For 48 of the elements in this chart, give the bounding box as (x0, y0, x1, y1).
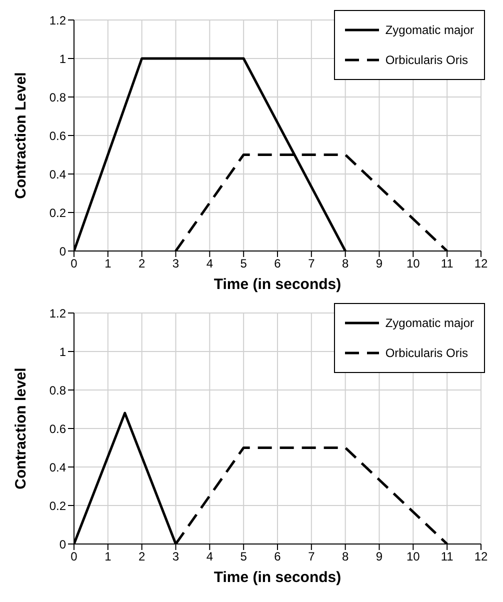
y-tick-label: 1 (59, 344, 66, 359)
legend-label: Orbicularis Oris (385, 345, 468, 362)
x-tick-label: 3 (172, 256, 180, 271)
y-tick-label: 0.2 (49, 498, 66, 513)
x-axis-title: Time (in seconds) (214, 276, 342, 293)
x-tick-label: 7 (308, 550, 316, 564)
y-axis-title: Contraction Level (12, 72, 30, 199)
y-tick-label: 1.2 (49, 306, 66, 320)
x-tick-label: 12 (474, 550, 488, 564)
y-tick-label: 0.2 (49, 206, 66, 220)
x-tick-label: 10 (406, 256, 420, 271)
x-tick-label: 8 (342, 550, 349, 564)
x-tick-label: 11 (440, 550, 454, 564)
x-tick-label: 6 (274, 256, 282, 271)
x-tick-label: 6 (274, 550, 282, 564)
x-tick-label: 11 (440, 256, 454, 271)
y-tick-label: 0.8 (49, 90, 66, 104)
y-tick-label: 0.8 (49, 383, 66, 398)
x-tick-label: 7 (308, 256, 316, 271)
x-tick-label: 5 (240, 256, 248, 271)
y-tick-label: 0 (59, 244, 66, 258)
x-tick-label: 0 (70, 256, 78, 271)
x-axis-title: Time (in seconds) (214, 569, 342, 586)
y-axis-title: Contraction level (12, 368, 30, 490)
y-tick-label: 0 (59, 537, 66, 552)
x-tick-label: 4 (206, 256, 214, 271)
x-tick-label: 1 (104, 550, 112, 564)
y-tick-label: 0.4 (49, 167, 66, 182)
legend-label: Orbicularis Oris (385, 52, 468, 69)
y-tick-label: 0.6 (49, 128, 66, 143)
y-tick-label: 1 (59, 52, 66, 66)
y-tick-label: 1.2 (49, 13, 66, 28)
x-tick-label: 1 (104, 256, 112, 271)
x-tick-label: 9 (376, 550, 383, 564)
x-tick-label: 3 (172, 550, 180, 564)
x-tick-label: 10 (406, 550, 420, 564)
x-tick-label: 0 (70, 550, 78, 564)
x-tick-label: 4 (206, 550, 214, 564)
x-tick-label: 5 (240, 550, 248, 564)
x-tick-label: 2 (138, 550, 146, 564)
legend-label: Zygomatic major (385, 315, 474, 332)
y-tick-label: 0.4 (49, 460, 66, 474)
y-tick-label: 0.6 (49, 422, 66, 436)
x-tick-label: 2 (138, 256, 146, 271)
x-tick-label: 12 (474, 256, 488, 271)
x-tick-label: 9 (376, 256, 383, 271)
legend-label: Zygomatic major (385, 22, 474, 39)
x-tick-label: 8 (342, 256, 349, 271)
